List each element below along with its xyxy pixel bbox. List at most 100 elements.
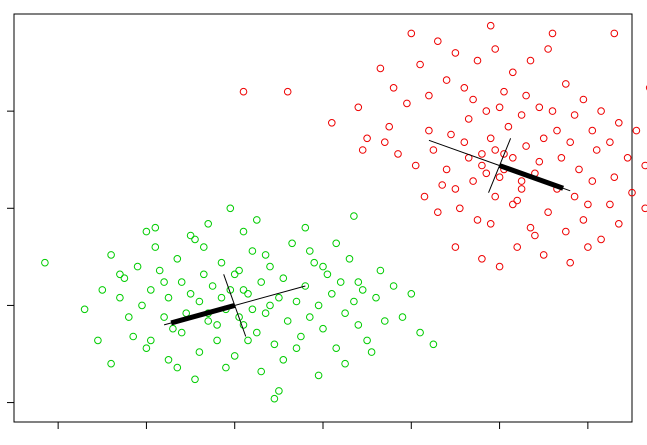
point-series1-91 xyxy=(610,173,619,181)
point-series1-97 xyxy=(460,84,469,92)
point-series1-32 xyxy=(606,138,614,146)
point-series1-67 xyxy=(478,254,486,263)
point-series0-110 xyxy=(195,297,204,306)
point-series0-8 xyxy=(138,301,146,310)
point-series1-10 xyxy=(403,99,411,108)
point-series0-33 xyxy=(248,247,257,255)
point-series1-93 xyxy=(495,103,504,112)
point-series0-82 xyxy=(270,394,279,403)
point-series1-4 xyxy=(376,64,385,73)
point-series1-51 xyxy=(517,177,526,185)
point-series1-31 xyxy=(597,107,605,115)
point-series1-96 xyxy=(425,126,433,135)
point-series0-22 xyxy=(200,270,208,279)
point-series0-7 xyxy=(133,262,142,271)
point-series1-85 xyxy=(522,142,530,150)
point-series1-3 xyxy=(354,103,363,112)
point-series1-21 xyxy=(509,68,517,77)
point-series1-64 xyxy=(641,204,647,213)
point-series0-40 xyxy=(279,274,288,283)
point-series1-43 xyxy=(447,130,455,139)
point-series0-61 xyxy=(381,317,389,325)
cluster-direction-0 xyxy=(170,303,236,326)
point-series0-73 xyxy=(186,231,195,240)
point-series1-68 xyxy=(495,262,504,271)
point-series0-60 xyxy=(372,293,380,302)
point-series0-0 xyxy=(41,258,49,267)
point-series1-16 xyxy=(464,115,473,123)
point-series1-27 xyxy=(562,80,570,88)
point-series1-6 xyxy=(381,138,389,146)
point-series1-66 xyxy=(451,243,460,251)
point-series0-64 xyxy=(407,290,416,298)
point-series0-23 xyxy=(204,317,212,325)
data-points xyxy=(41,21,647,403)
point-series0-24 xyxy=(208,282,217,290)
point-series1-81 xyxy=(460,138,469,146)
point-series1-34 xyxy=(623,154,632,162)
point-series0-13 xyxy=(160,313,168,321)
point-series1-22 xyxy=(517,111,526,119)
point-series0-6 xyxy=(129,332,137,341)
point-series0-96 xyxy=(319,262,327,271)
point-series0-53 xyxy=(336,278,345,286)
point-series0-83 xyxy=(191,375,199,384)
point-series1-92 xyxy=(469,95,477,104)
point-series1-47 xyxy=(482,169,491,178)
point-series0-99 xyxy=(151,223,160,232)
point-series0-100 xyxy=(314,371,323,380)
point-series1-0 xyxy=(239,87,248,96)
point-series1-78 xyxy=(407,29,416,38)
point-series0-98 xyxy=(252,216,261,224)
point-series1-11 xyxy=(416,60,424,69)
point-series1-59 xyxy=(588,177,597,185)
point-series1-23 xyxy=(526,56,535,65)
point-series1-76 xyxy=(610,29,619,38)
point-series0-42 xyxy=(288,239,296,248)
point-series0-75 xyxy=(204,220,212,228)
point-series0-102 xyxy=(354,278,363,286)
point-series1-49 xyxy=(500,150,508,158)
point-series1-60 xyxy=(597,235,605,244)
point-series0-74 xyxy=(301,223,310,232)
point-series0-97 xyxy=(94,336,102,345)
point-series1-103 xyxy=(434,208,442,216)
point-series1-83 xyxy=(495,173,504,181)
plot-frame xyxy=(13,13,633,423)
point-series0-95 xyxy=(160,278,168,286)
point-series1-58 xyxy=(579,216,588,224)
point-series1-39 xyxy=(411,161,420,170)
point-series0-56 xyxy=(350,297,358,306)
point-series0-67 xyxy=(350,212,358,220)
point-series0-86 xyxy=(226,204,235,213)
point-series0-57 xyxy=(354,321,363,329)
point-series1-105 xyxy=(491,146,500,154)
point-series1-109 xyxy=(486,134,495,143)
point-series1-52 xyxy=(526,223,535,232)
point-series0-41 xyxy=(283,317,292,325)
point-series0-87 xyxy=(306,247,314,255)
point-series0-2 xyxy=(98,286,107,294)
point-series0-25 xyxy=(213,336,221,345)
point-series1-29 xyxy=(579,95,588,104)
point-series0-51 xyxy=(328,290,336,298)
point-series1-30 xyxy=(588,126,597,135)
point-series0-50 xyxy=(323,270,332,279)
point-series0-31 xyxy=(239,321,248,329)
axis-ticks xyxy=(7,110,589,429)
point-series0-107 xyxy=(248,305,257,314)
point-series1-61 xyxy=(606,200,614,209)
point-series1-108 xyxy=(509,154,517,162)
point-series0-37 xyxy=(266,262,274,271)
point-series0-32 xyxy=(244,290,252,298)
point-series0-36 xyxy=(261,309,270,318)
point-series1-82 xyxy=(478,150,486,158)
point-series1-57 xyxy=(570,192,579,201)
point-series1-42 xyxy=(438,181,447,189)
point-series1-46 xyxy=(473,216,482,224)
point-series1-107 xyxy=(478,161,486,170)
point-series0-39 xyxy=(275,293,283,302)
point-series0-47 xyxy=(310,258,319,267)
point-series1-40 xyxy=(420,192,429,201)
